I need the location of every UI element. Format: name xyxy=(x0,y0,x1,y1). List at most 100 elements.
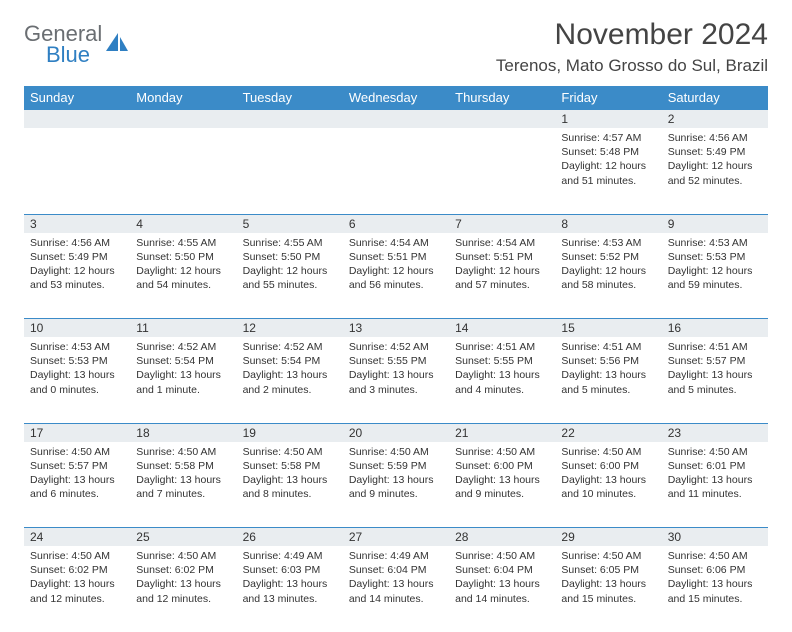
day-cell: Sunrise: 4:49 AMSunset: 6:04 PMDaylight:… xyxy=(343,546,449,632)
day-cell: Sunrise: 4:50 AMSunset: 6:02 PMDaylight:… xyxy=(24,546,130,632)
sunset-line: Sunset: 5:55 PM xyxy=(349,354,443,368)
sunrise-line: Sunrise: 4:50 AM xyxy=(243,445,337,459)
daylight-line: Daylight: 12 hours and 56 minutes. xyxy=(349,264,443,292)
daylight-line: Daylight: 13 hours and 12 minutes. xyxy=(30,577,124,605)
content-row: Sunrise: 4:56 AMSunset: 5:49 PMDaylight:… xyxy=(24,233,768,319)
daylight-line: Daylight: 13 hours and 14 minutes. xyxy=(349,577,443,605)
day-cell: Sunrise: 4:54 AMSunset: 5:51 PMDaylight:… xyxy=(449,233,555,319)
day-cell: Sunrise: 4:52 AMSunset: 5:54 PMDaylight:… xyxy=(130,337,236,423)
sunrise-line: Sunrise: 4:55 AM xyxy=(136,236,230,250)
day-number: 1 xyxy=(555,110,661,129)
sunset-line: Sunset: 5:57 PM xyxy=(668,354,762,368)
sunrise-line: Sunrise: 4:51 AM xyxy=(561,340,655,354)
day-number: 18 xyxy=(130,423,236,442)
sunrise-line: Sunrise: 4:50 AM xyxy=(30,549,124,563)
daylight-line: Daylight: 13 hours and 7 minutes. xyxy=(136,473,230,501)
daylight-line: Daylight: 13 hours and 15 minutes. xyxy=(561,577,655,605)
day-number xyxy=(237,110,343,129)
calendar-body: 12Sunrise: 4:57 AMSunset: 5:48 PMDayligh… xyxy=(24,110,768,632)
sunset-line: Sunset: 6:02 PM xyxy=(30,563,124,577)
day-number: 28 xyxy=(449,528,555,547)
daynum-row: 24252627282930 xyxy=(24,528,768,547)
month-title: November 2024 xyxy=(496,18,768,52)
sunset-line: Sunset: 5:57 PM xyxy=(30,459,124,473)
sunset-line: Sunset: 6:00 PM xyxy=(561,459,655,473)
title-block: November 2024 Terenos, Mato Grosso do Su… xyxy=(496,18,768,76)
daylight-line: Daylight: 13 hours and 2 minutes. xyxy=(243,368,337,396)
day-cell: Sunrise: 4:53 AMSunset: 5:52 PMDaylight:… xyxy=(555,233,661,319)
daylight-line: Daylight: 13 hours and 9 minutes. xyxy=(455,473,549,501)
day-cell: Sunrise: 4:53 AMSunset: 5:53 PMDaylight:… xyxy=(662,233,768,319)
day-number: 21 xyxy=(449,423,555,442)
day-cell: Sunrise: 4:50 AMSunset: 5:58 PMDaylight:… xyxy=(130,442,236,528)
day-header: Sunday xyxy=(24,86,130,110)
daylight-line: Daylight: 12 hours and 51 minutes. xyxy=(561,159,655,187)
day-cell: Sunrise: 4:50 AMSunset: 6:04 PMDaylight:… xyxy=(449,546,555,632)
calendar-table: SundayMondayTuesdayWednesdayThursdayFrid… xyxy=(24,86,768,632)
daylight-line: Daylight: 12 hours and 54 minutes. xyxy=(136,264,230,292)
sunrise-line: Sunrise: 4:56 AM xyxy=(668,131,762,145)
day-cell: Sunrise: 4:50 AMSunset: 6:00 PMDaylight:… xyxy=(555,442,661,528)
sunrise-line: Sunrise: 4:50 AM xyxy=(455,549,549,563)
sunset-line: Sunset: 5:48 PM xyxy=(561,145,655,159)
daylight-line: Daylight: 13 hours and 3 minutes. xyxy=(349,368,443,396)
content-row: Sunrise: 4:50 AMSunset: 5:57 PMDaylight:… xyxy=(24,442,768,528)
daylight-line: Daylight: 12 hours and 52 minutes. xyxy=(668,159,762,187)
day-cell: Sunrise: 4:52 AMSunset: 5:54 PMDaylight:… xyxy=(237,337,343,423)
daylight-line: Daylight: 12 hours and 53 minutes. xyxy=(30,264,124,292)
sunrise-line: Sunrise: 4:50 AM xyxy=(349,445,443,459)
sunset-line: Sunset: 6:04 PM xyxy=(349,563,443,577)
sunrise-line: Sunrise: 4:55 AM xyxy=(243,236,337,250)
sunrise-line: Sunrise: 4:57 AM xyxy=(561,131,655,145)
content-row: Sunrise: 4:53 AMSunset: 5:53 PMDaylight:… xyxy=(24,337,768,423)
day-cell: Sunrise: 4:52 AMSunset: 5:55 PMDaylight:… xyxy=(343,337,449,423)
daylight-line: Daylight: 13 hours and 6 minutes. xyxy=(30,473,124,501)
day-number: 7 xyxy=(449,214,555,233)
day-cell xyxy=(24,128,130,214)
day-number: 3 xyxy=(24,214,130,233)
day-cell xyxy=(343,128,449,214)
daylight-line: Daylight: 13 hours and 0 minutes. xyxy=(30,368,124,396)
sunset-line: Sunset: 5:53 PM xyxy=(30,354,124,368)
sunrise-line: Sunrise: 4:50 AM xyxy=(561,445,655,459)
sunrise-line: Sunrise: 4:51 AM xyxy=(668,340,762,354)
day-number: 12 xyxy=(237,319,343,338)
sunset-line: Sunset: 5:54 PM xyxy=(136,354,230,368)
daylight-line: Daylight: 13 hours and 1 minute. xyxy=(136,368,230,396)
sunset-line: Sunset: 5:49 PM xyxy=(30,250,124,264)
daylight-line: Daylight: 13 hours and 5 minutes. xyxy=(561,368,655,396)
day-number: 20 xyxy=(343,423,449,442)
sunrise-line: Sunrise: 4:52 AM xyxy=(349,340,443,354)
day-number: 9 xyxy=(662,214,768,233)
day-number: 4 xyxy=(130,214,236,233)
day-number: 27 xyxy=(343,528,449,547)
day-cell: Sunrise: 4:55 AMSunset: 5:50 PMDaylight:… xyxy=(237,233,343,319)
sunrise-line: Sunrise: 4:53 AM xyxy=(668,236,762,250)
sunset-line: Sunset: 5:49 PM xyxy=(668,145,762,159)
day-cell: Sunrise: 4:50 AMSunset: 5:59 PMDaylight:… xyxy=(343,442,449,528)
daynum-row: 10111213141516 xyxy=(24,319,768,338)
sunrise-line: Sunrise: 4:50 AM xyxy=(668,445,762,459)
sunset-line: Sunset: 5:59 PM xyxy=(349,459,443,473)
daynum-row: 12 xyxy=(24,110,768,129)
day-header: Thursday xyxy=(449,86,555,110)
day-number xyxy=(130,110,236,129)
daylight-line: Daylight: 13 hours and 8 minutes. xyxy=(243,473,337,501)
sunset-line: Sunset: 5:53 PM xyxy=(668,250,762,264)
day-header: Monday xyxy=(130,86,236,110)
sunrise-line: Sunrise: 4:54 AM xyxy=(349,236,443,250)
day-number: 13 xyxy=(343,319,449,338)
sunrise-line: Sunrise: 4:49 AM xyxy=(243,549,337,563)
day-cell: Sunrise: 4:51 AMSunset: 5:56 PMDaylight:… xyxy=(555,337,661,423)
location: Terenos, Mato Grosso do Sul, Brazil xyxy=(496,56,768,76)
sunset-line: Sunset: 5:50 PM xyxy=(136,250,230,264)
day-number: 16 xyxy=(662,319,768,338)
content-row: Sunrise: 4:50 AMSunset: 6:02 PMDaylight:… xyxy=(24,546,768,632)
day-number: 19 xyxy=(237,423,343,442)
daylight-line: Daylight: 12 hours and 57 minutes. xyxy=(455,264,549,292)
day-cell: Sunrise: 4:49 AMSunset: 6:03 PMDaylight:… xyxy=(237,546,343,632)
sunset-line: Sunset: 5:51 PM xyxy=(349,250,443,264)
day-number: 11 xyxy=(130,319,236,338)
day-header: Tuesday xyxy=(237,86,343,110)
daylight-line: Daylight: 13 hours and 14 minutes. xyxy=(455,577,549,605)
